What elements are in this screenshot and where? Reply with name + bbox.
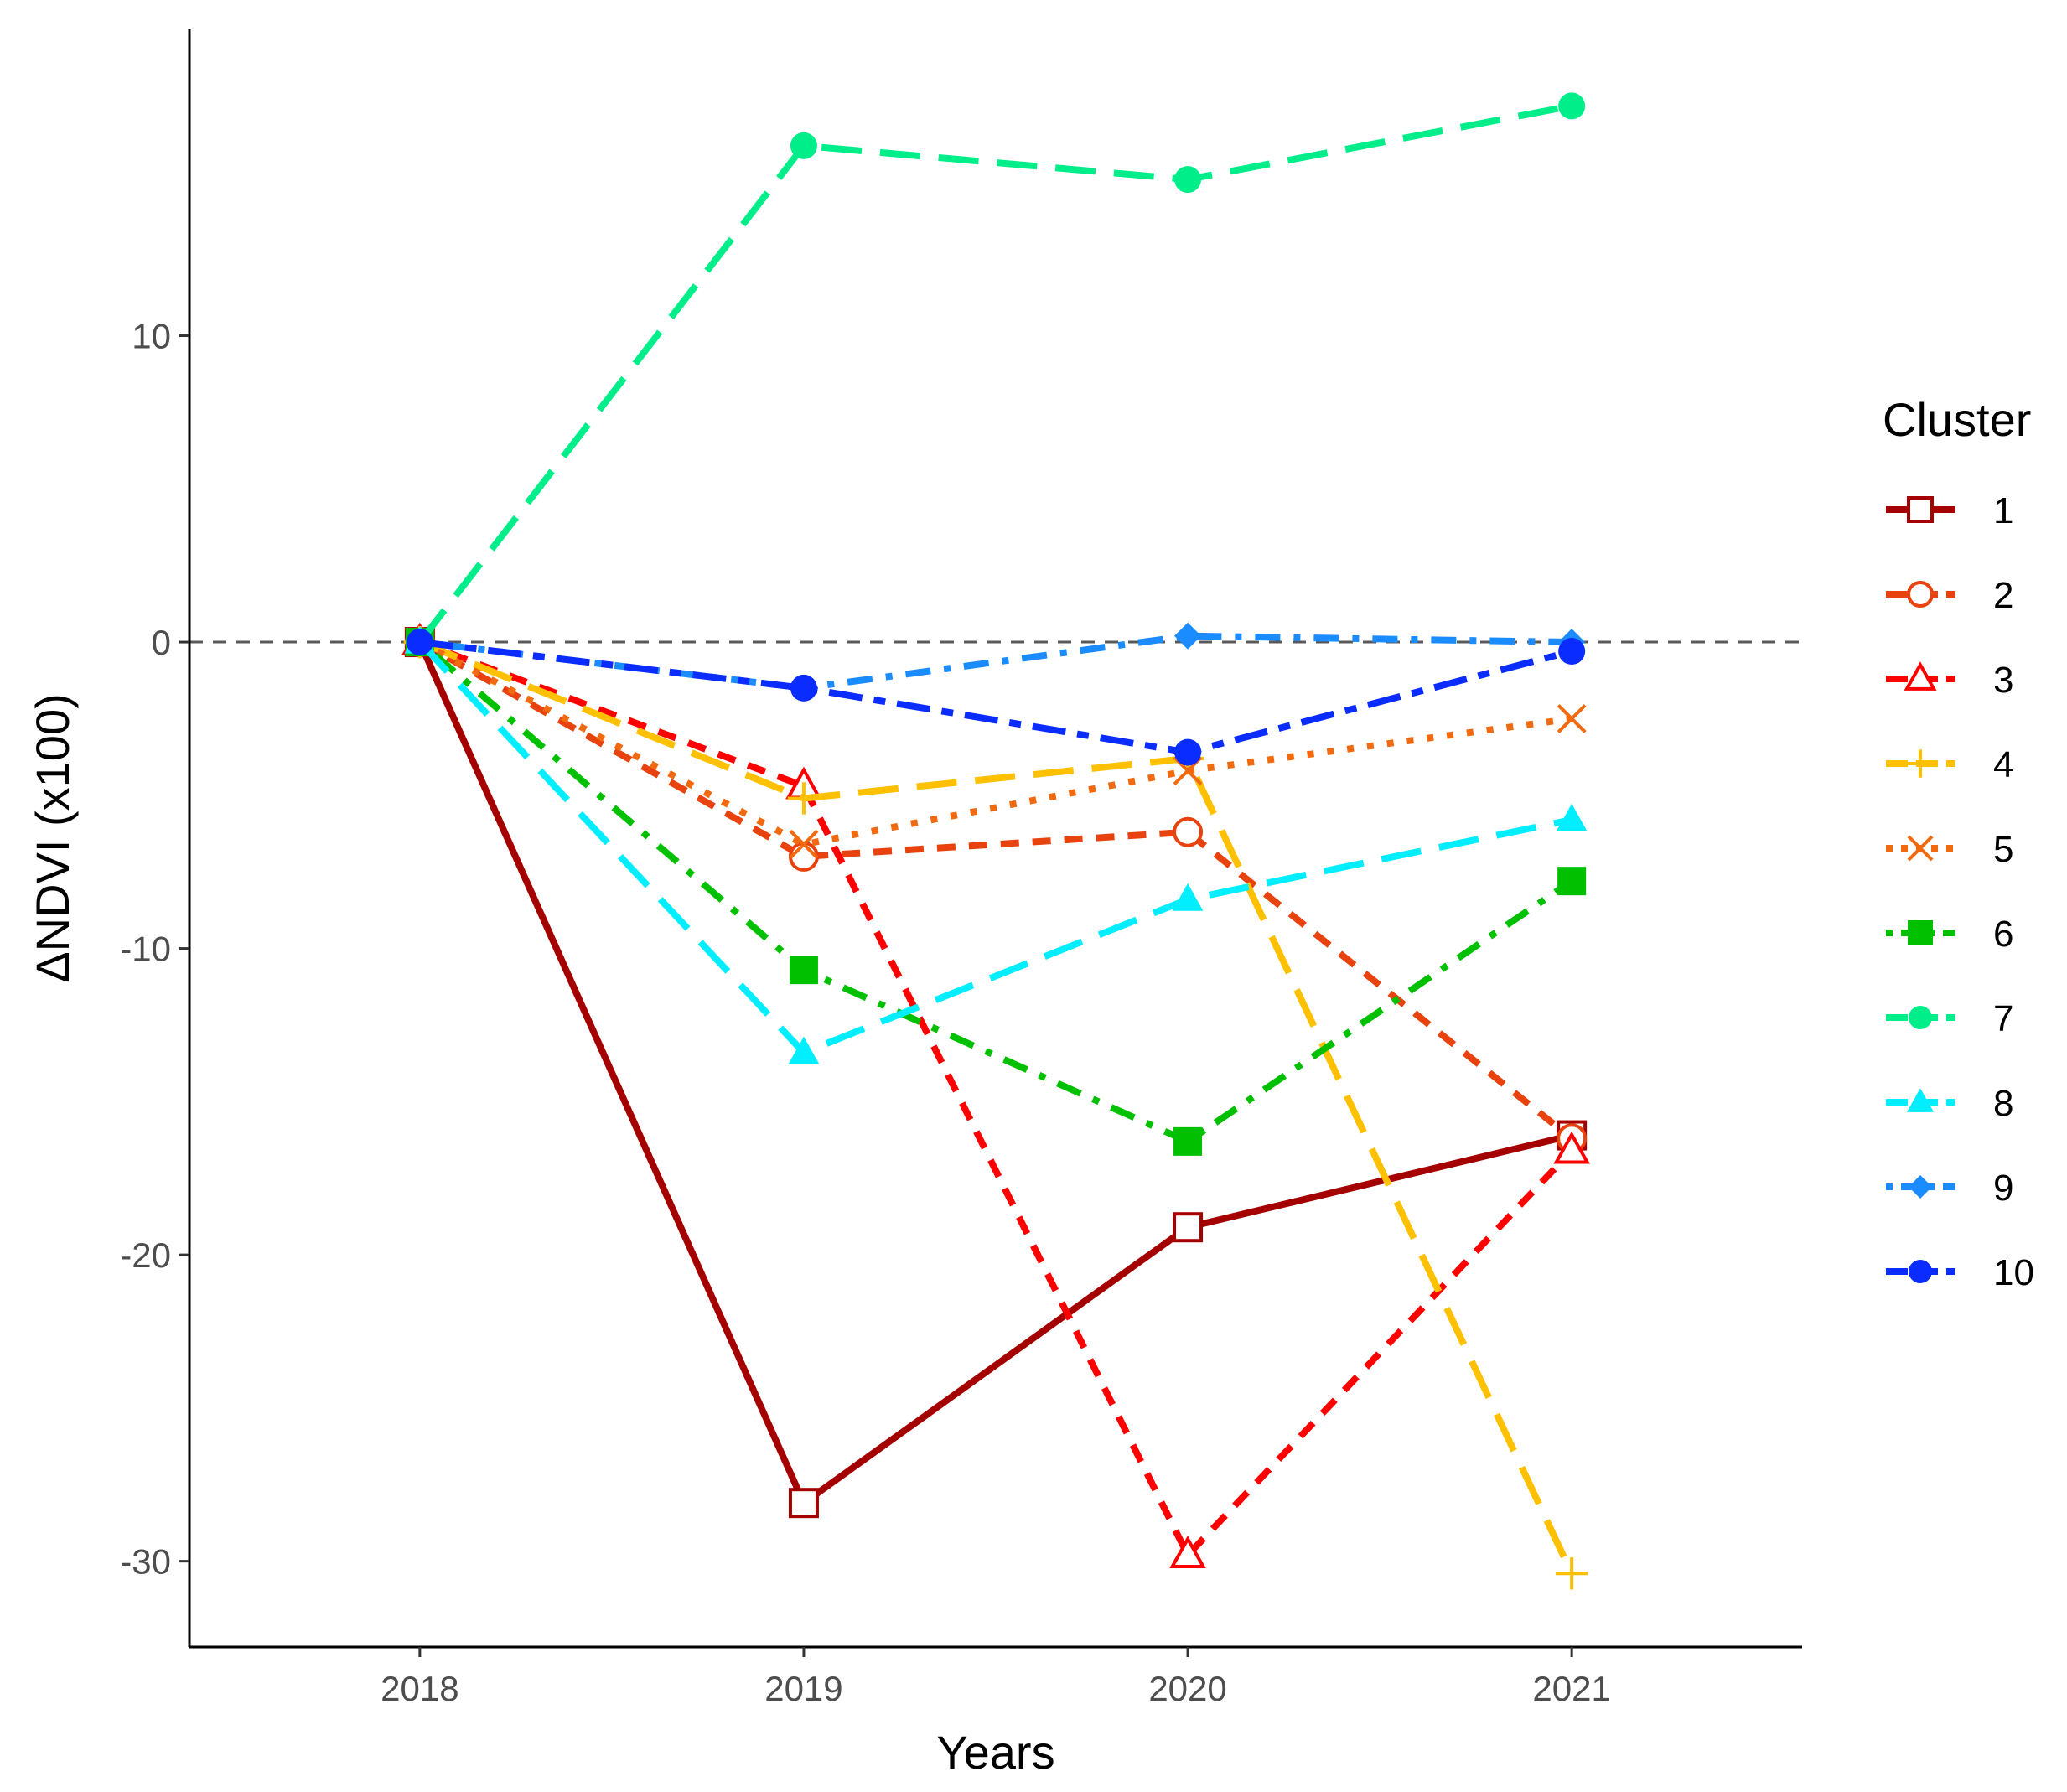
point-2-2019: [788, 841, 819, 872]
legend-marker-7: [1909, 1006, 1932, 1029]
series-line-7: [417, 102, 1572, 645]
point-6-2020: [1173, 1126, 1203, 1156]
x-tick-label: 2020: [1148, 1669, 1226, 1708]
point-6-2021: [1557, 867, 1587, 896]
legend-item-7: 7: [1886, 998, 2013, 1039]
x-tick-label: 2021: [1532, 1669, 1610, 1708]
axes: [188, 29, 1802, 1649]
series-line-3: [418, 639, 1575, 1559]
legend: Cluster 1 2 3 4 5 6 7 8 9 10: [1883, 393, 2034, 1293]
legend-label-8: 8: [1993, 1083, 2013, 1124]
legend-item-8: 8: [1886, 1083, 2013, 1124]
legend-label-5: 5: [1993, 829, 2013, 870]
series-10: [406, 629, 1586, 766]
legend-item-4: 4: [1886, 744, 2013, 785]
series-line-5: [417, 639, 1572, 848]
y-axis-title: ΔNDVI (x100): [26, 693, 79, 983]
legend-marker-9: [1909, 1175, 1932, 1199]
point-1-2019: [788, 1488, 819, 1519]
axis-ticks: 10 0 -10 -20 -30 2018 2019 2020 2021: [120, 317, 1611, 1708]
series-line-6: [417, 640, 1574, 1145]
point-5-2021: [1557, 704, 1587, 733]
y-tick-label: -30: [120, 1542, 171, 1582]
point-7-2020: [1174, 166, 1202, 194]
legend-item-5: 5: [1886, 829, 2013, 870]
series-3: [401, 622, 1590, 1568]
legend-label-1: 1: [1993, 490, 2013, 531]
series-line-8: [417, 640, 1572, 1056]
legend-item-1: 1: [1886, 490, 2013, 531]
point-1-2020: [1173, 1212, 1204, 1243]
point-10-2021: [1558, 638, 1586, 666]
legend-marker-10: [1909, 1260, 1932, 1283]
series-line-9: [419, 632, 1572, 691]
series-line-10: [419, 639, 1573, 756]
plot-area: [189, 92, 1802, 1590]
legend-item-9: 9: [1886, 1168, 2013, 1209]
legend-marker-3: [1904, 661, 1937, 691]
legend-marker-6: [1908, 920, 1933, 945]
series-line-4: [418, 639, 1575, 1575]
legend-item-2: 2: [1886, 575, 2013, 616]
point-10-2018: [406, 629, 433, 656]
legend-marker-1: [1907, 496, 1934, 523]
point-4-2021: [1555, 1557, 1588, 1590]
series-line-2: [417, 639, 1574, 1142]
point-10-2019: [790, 674, 817, 702]
point-7-2019: [790, 132, 817, 159]
legend-marker-4: [1906, 749, 1935, 778]
y-tick-label: -20: [120, 1235, 171, 1275]
series-1: [404, 627, 1588, 1519]
legend-label-2: 2: [1993, 575, 2013, 616]
x-axis-title: Years: [936, 1726, 1054, 1779]
y-tick-label: 0: [152, 623, 171, 662]
point-10-2020: [1174, 738, 1202, 766]
series-2: [404, 627, 1588, 1154]
point-7-2021: [1558, 92, 1586, 120]
legend-label-7: 7: [1993, 998, 2013, 1039]
point-4-2019: [787, 782, 821, 815]
y-tick-label: 10: [132, 317, 171, 356]
y-tick-label: -10: [120, 930, 171, 969]
x-tick-label: 2019: [764, 1669, 842, 1708]
point-8-2019: [788, 1036, 820, 1064]
point-8-2021: [1556, 803, 1588, 831]
legend-label-6: 6: [1993, 914, 2013, 955]
x-tick-label: 2018: [381, 1669, 458, 1708]
legend-label-4: 4: [1993, 744, 2013, 785]
legend-label-3: 3: [1993, 660, 2013, 701]
point-5-2019: [789, 829, 819, 859]
legend-item-10: 10: [1886, 1252, 2034, 1293]
point-3-2021: [1553, 1131, 1590, 1164]
point-3-2020: [1169, 1536, 1206, 1568]
point-9-2020: [1174, 622, 1202, 650]
legend-label-10: 10: [1993, 1252, 2034, 1293]
legend-marker-2: [1907, 581, 1934, 608]
legend-item-3: 3: [1886, 660, 2013, 701]
legend-label-9: 9: [1993, 1168, 2013, 1209]
series-7: [406, 92, 1586, 656]
series-line-1: [417, 640, 1573, 1507]
point-2-2020: [1173, 816, 1204, 847]
legend-item-6: 6: [1886, 914, 2013, 955]
series-4: [403, 625, 1588, 1590]
point-6-2019: [789, 956, 818, 985]
legend-title: Cluster: [1883, 393, 2031, 446]
point-8-2020: [1172, 883, 1204, 911]
legend-marker-5: [1907, 835, 1934, 862]
legend-marker-8: [1906, 1088, 1935, 1112]
